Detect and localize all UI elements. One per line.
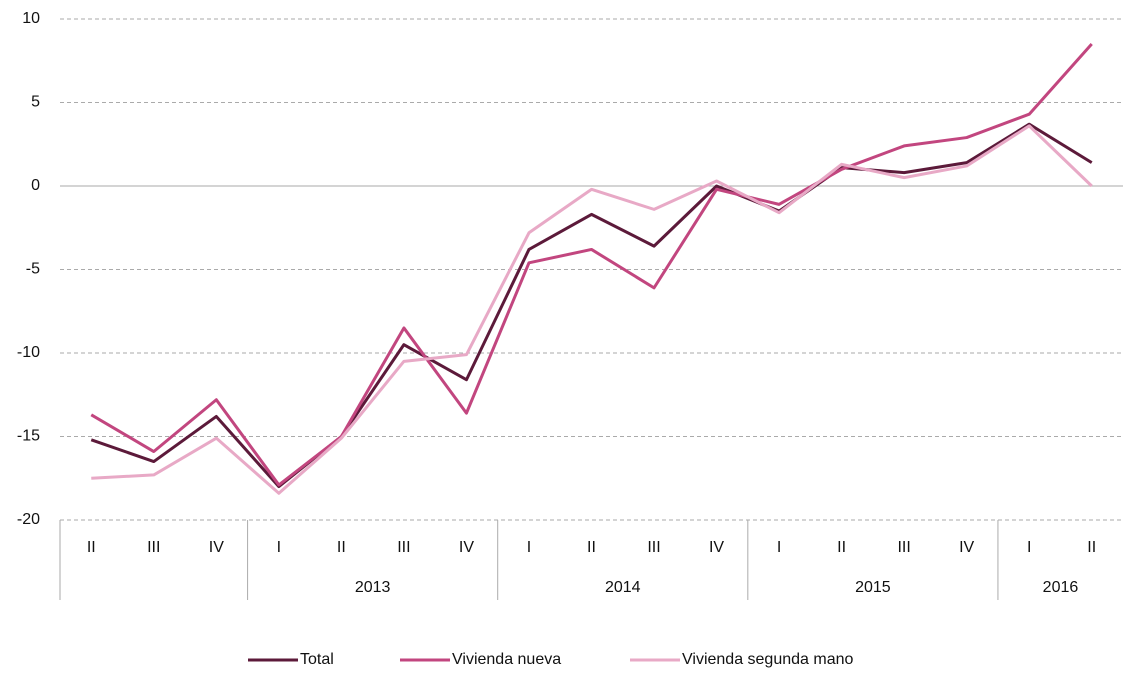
- x-group-label: 2014: [605, 579, 641, 596]
- x-tick-label: I: [277, 539, 281, 556]
- x-tick-label: IV: [959, 539, 974, 556]
- y-tick-label: -15: [17, 428, 40, 445]
- x-tick-label: I: [527, 539, 531, 556]
- y-tick-label: 0: [31, 177, 40, 194]
- x-tick-label: III: [397, 539, 410, 556]
- x-tick-label: II: [587, 539, 596, 556]
- x-tick-label: II: [837, 539, 846, 556]
- x-tick-label: IV: [709, 539, 724, 556]
- series-line: [90, 43, 1093, 487]
- x-tick-label: IV: [209, 539, 224, 556]
- y-tick-label: 10: [22, 10, 40, 27]
- series-line: [90, 122, 1093, 489]
- x-tick-label: II: [87, 539, 96, 556]
- x-tick-label: III: [647, 539, 660, 556]
- y-tick-label: -20: [17, 511, 40, 528]
- y-tick-label: -10: [17, 344, 40, 361]
- legend-label: Vivienda segunda mano: [682, 651, 853, 668]
- x-group-label: 2015: [855, 579, 891, 596]
- x-group-label: 2013: [355, 579, 391, 596]
- x-tick-label: II: [1087, 539, 1096, 556]
- x-tick-label: III: [897, 539, 910, 556]
- legend-label: Vivienda nueva: [452, 651, 561, 668]
- x-tick-label: III: [147, 539, 160, 556]
- y-tick-label: -5: [26, 261, 40, 278]
- x-tick-label: I: [777, 539, 781, 556]
- y-tick-label: 5: [31, 94, 40, 111]
- series-line: [91, 124, 1093, 495]
- x-tick-label: II: [337, 539, 346, 556]
- x-tick-label: I: [1027, 539, 1031, 556]
- legend-label: Total: [300, 651, 334, 668]
- x-tick-label: IV: [459, 539, 474, 556]
- x-group-label: 2016: [1043, 579, 1079, 596]
